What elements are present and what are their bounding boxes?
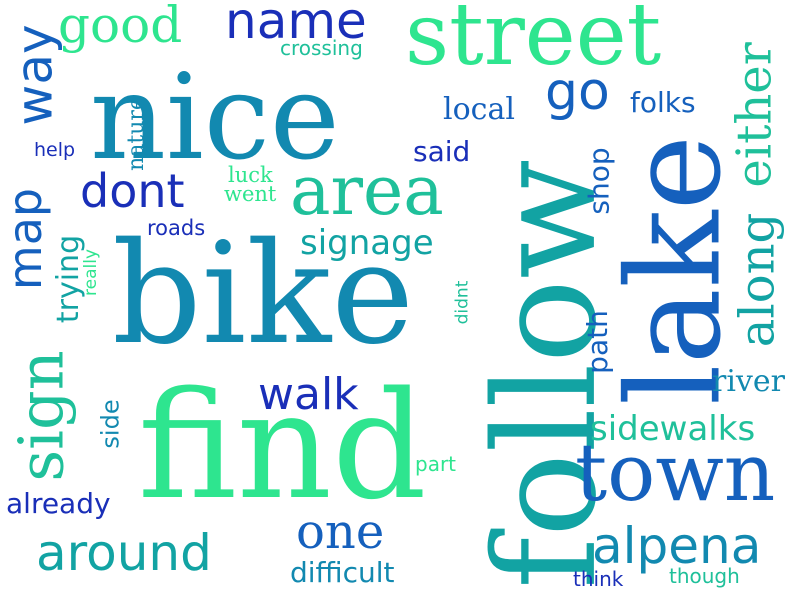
word-way: way [5, 24, 64, 126]
word-walk: walk [258, 369, 359, 420]
word-went: went [224, 182, 277, 206]
word-good: good [58, 0, 183, 54]
word-name: name [225, 0, 367, 50]
word-crossing: crossing [280, 36, 363, 60]
word-town: town [575, 426, 776, 519]
word-along: along [729, 212, 786, 348]
word-said: said [413, 135, 471, 168]
word-didnt: didnt [452, 280, 473, 325]
word-help: help [34, 139, 76, 161]
word-think: think [573, 567, 624, 591]
word-trying: trying [51, 234, 87, 324]
word-already: already [6, 487, 111, 520]
word-one: one [296, 504, 385, 560]
word-around: around [36, 524, 212, 582]
word-river: river [712, 364, 785, 399]
word-nice: nice [90, 48, 340, 186]
word-side: side [96, 399, 125, 449]
word-area: area [290, 152, 444, 231]
word-nature: nature [123, 97, 149, 171]
word-find: find [138, 360, 427, 532]
word-bike: bike [112, 213, 415, 376]
word-either: either [726, 42, 783, 188]
word-go: go [545, 62, 610, 122]
word-shop: shop [582, 147, 616, 215]
word-really: really [81, 249, 101, 296]
word-alpena: alpena [592, 517, 762, 575]
word-map: map [0, 187, 53, 291]
word-path: path [580, 310, 614, 374]
word-part: part [415, 452, 457, 476]
word-dont: dont [80, 164, 185, 218]
word-street: street [405, 0, 662, 85]
word-folks: folks [630, 86, 696, 119]
word-luck: luck [228, 163, 273, 187]
word-though: though [669, 564, 740, 588]
word-roads: roads [147, 216, 206, 240]
word-signage: signage [300, 223, 434, 263]
word-sidewalks: sidewalks [590, 409, 756, 449]
word-sign: sign [4, 350, 78, 482]
word-difficult: difficult [290, 556, 395, 589]
word-local: local [443, 92, 515, 127]
